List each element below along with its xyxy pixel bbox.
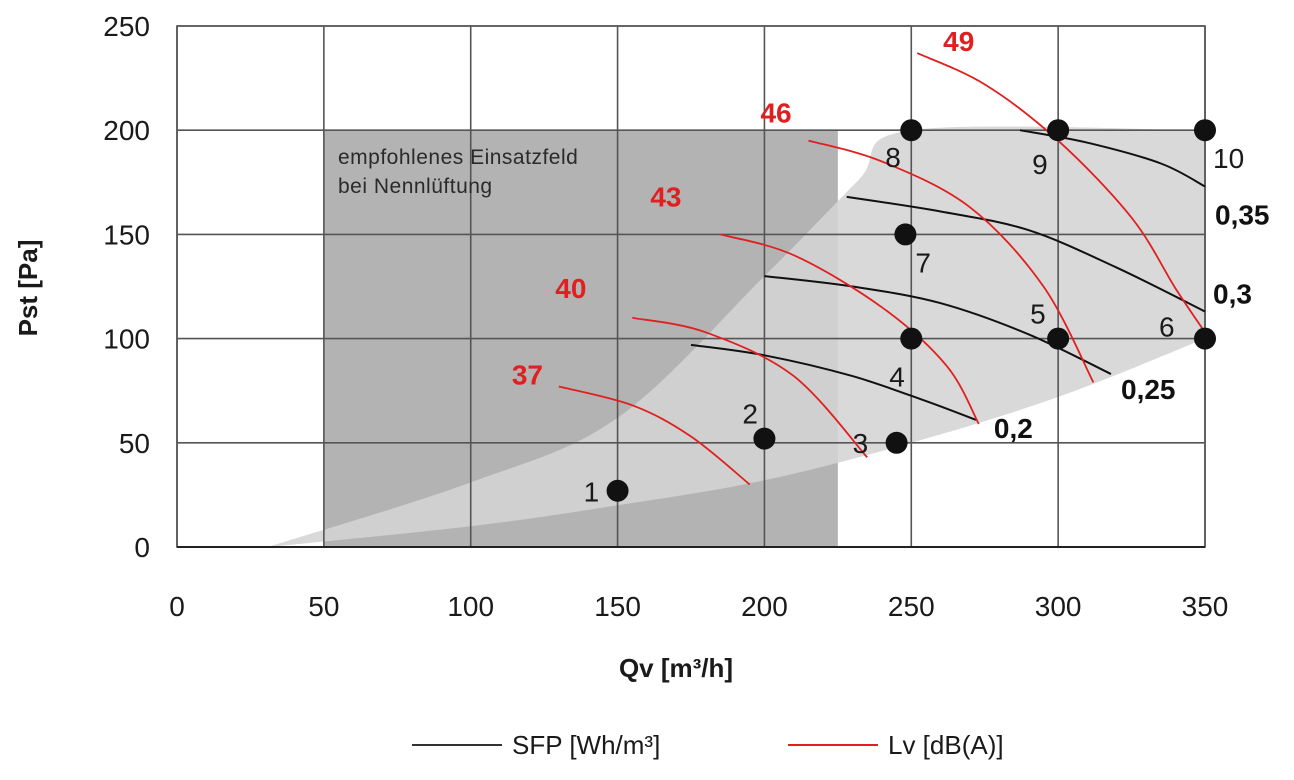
legend-label-lv: Lv [dB(A)] bbox=[888, 730, 1004, 760]
chart-marks: empfohlenes Einsatzfeld bei Nennlüftung 0,… bbox=[338, 26, 1270, 508]
region-label-line: empfohlenes Einsatzfeld bbox=[338, 146, 578, 169]
lv-curve bbox=[632, 316, 868, 459]
lv-curve-label: 40 bbox=[555, 273, 586, 304]
y-tick-label: 150 bbox=[103, 219, 150, 250]
lv-curve bbox=[916, 52, 1206, 333]
x-axis-title: Qv [m³/h] bbox=[619, 653, 733, 683]
x-tick-label: 350 bbox=[1182, 591, 1229, 622]
operating-point-label: 6 bbox=[1159, 312, 1175, 343]
x-tick-label: 50 bbox=[308, 591, 339, 622]
lv-curve bbox=[808, 139, 1095, 383]
x-tick-label: 300 bbox=[1035, 591, 1082, 622]
lv-curve-label: 37 bbox=[512, 360, 543, 391]
sfp-curve-label: 0,25 bbox=[1121, 374, 1176, 405]
operating-point bbox=[885, 431, 908, 454]
operating-point bbox=[1047, 327, 1070, 350]
y-tick-label: 0 bbox=[134, 532, 150, 563]
operating-point-label: 7 bbox=[915, 247, 931, 278]
sfp-curve-label: 0,35 bbox=[1215, 199, 1270, 230]
operating-point bbox=[1047, 119, 1070, 142]
y-tick-label: 250 bbox=[103, 11, 150, 42]
operating-point bbox=[1194, 119, 1216, 142]
legend: SFP [Wh/m³] Lv [dB(A)] bbox=[412, 730, 1004, 760]
lv-curve-label: 46 bbox=[760, 98, 791, 129]
operating-point bbox=[1194, 327, 1216, 350]
lv-curve-label: 49 bbox=[943, 26, 974, 57]
sfp-curve bbox=[846, 195, 1206, 313]
x-tick-label: 200 bbox=[741, 591, 788, 622]
operating-point bbox=[900, 119, 923, 142]
y-tick-label: 200 bbox=[103, 115, 150, 146]
x-tick-label: 250 bbox=[888, 591, 935, 622]
plot-area: 0 50 100 150 200 250 300 350 0 50 100 150 200 250 bbox=[103, 11, 1228, 622]
operating-point-label: 1 bbox=[584, 477, 600, 508]
x-tick-label: 150 bbox=[594, 591, 641, 622]
operating-envelope bbox=[268, 126, 1206, 547]
operating-point bbox=[894, 223, 917, 246]
lv-curve bbox=[720, 233, 980, 425]
lv-curve-label: 43 bbox=[650, 181, 681, 212]
sfp-curve-label: 0,3 bbox=[1213, 279, 1252, 310]
operating-point bbox=[606, 479, 629, 502]
legend-label-sfp: SFP [Wh/m³] bbox=[512, 730, 660, 760]
y-axis-title: Pst [Pa] bbox=[13, 240, 43, 337]
operating-point-label: 8 bbox=[885, 142, 901, 173]
operating-point-label: 9 bbox=[1032, 149, 1048, 180]
region-label-line: bei Nennlüftung bbox=[338, 175, 493, 198]
y-tick-label: 100 bbox=[103, 324, 150, 355]
operating-point-label: 5 bbox=[1030, 299, 1046, 330]
y-tick-label: 50 bbox=[119, 428, 150, 459]
operating-point-label: 2 bbox=[742, 399, 758, 430]
operating-point bbox=[753, 427, 776, 450]
operating-point-label: 3 bbox=[853, 428, 869, 459]
sfp-curve-label: 0,2 bbox=[994, 413, 1033, 444]
sfp-curve bbox=[1019, 129, 1206, 188]
operating-point-label: 10 bbox=[1213, 143, 1244, 174]
operating-point bbox=[900, 327, 923, 350]
sfp-curve bbox=[690, 343, 977, 421]
operating-point-label: 4 bbox=[889, 362, 905, 393]
lv-curve bbox=[558, 385, 751, 486]
x-tick-label: 0 bbox=[169, 591, 185, 622]
x-tick-label: 100 bbox=[447, 591, 494, 622]
